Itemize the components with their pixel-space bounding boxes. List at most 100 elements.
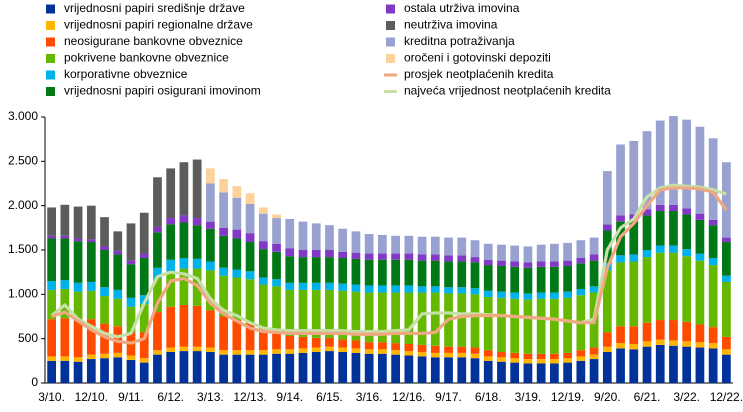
bar-segment: [338, 339, 348, 348]
bar-segment: [695, 324, 705, 343]
bar-segment: [708, 348, 718, 383]
bar-segment: [589, 286, 599, 293]
y-tick-label: 1.000: [8, 287, 38, 301]
bar-segment: [682, 119, 692, 209]
bar-segment: [206, 351, 215, 383]
bar-segment: [708, 219, 718, 226]
bar-segment: [192, 351, 202, 383]
bar-segment: [510, 245, 520, 262]
bar-segment: [589, 354, 599, 360]
bar-segment: [139, 253, 149, 258]
bar-segment: [602, 224, 612, 231]
y-tick-label: 500: [18, 331, 38, 345]
bar-segment: [272, 243, 281, 252]
bar-segment: [126, 264, 136, 298]
bar-segment: [153, 312, 162, 351]
bar-segment: [708, 138, 718, 220]
bar-segment: [536, 292, 546, 299]
bar-segment: [669, 252, 678, 321]
bar-segment: [126, 260, 136, 265]
bar-segment: [338, 228, 348, 252]
bar-segment: [417, 351, 427, 357]
bar-segment: [113, 231, 123, 251]
bar-segment: [86, 359, 96, 383]
bar-segment: [232, 269, 242, 278]
bar-segment: [86, 242, 96, 282]
legend-marker: [46, 4, 55, 14]
bar-segment: [139, 358, 149, 363]
legend-marker: [386, 54, 395, 63]
legend-marker: [386, 4, 395, 14]
bar-segment: [245, 350, 255, 355]
bar-segment: [351, 231, 361, 253]
bar-segment: [589, 347, 599, 355]
legend-label: pokrivene bankovne obveznice: [64, 51, 229, 65]
bar-segment: [457, 357, 467, 383]
bar-segment: [417, 292, 427, 345]
legend-label: neosigurane bankovne obveznice: [64, 34, 243, 48]
bar-segment: [550, 298, 559, 354]
bar-segment: [483, 360, 493, 383]
bar-segment: [351, 352, 361, 383]
bar-segment: [655, 339, 665, 345]
bar-segment: [47, 238, 56, 282]
bar-segment: [232, 320, 242, 351]
bar-segment: [206, 228, 215, 262]
bar-segment: [708, 327, 718, 344]
bar-segment: [272, 279, 281, 287]
bar-segment: [682, 341, 692, 347]
bar-segment: [298, 250, 308, 258]
bar-segment: [258, 328, 268, 351]
bar-segment: [126, 355, 136, 360]
bar-segment: [206, 270, 215, 311]
bar-segment: [139, 304, 149, 333]
bar-segment: [444, 357, 453, 383]
bar-segment: [669, 345, 678, 383]
bar-segment: [73, 357, 83, 362]
bar-segment: [642, 209, 652, 216]
bar-segment: [682, 256, 692, 322]
bar-segment: [722, 162, 731, 238]
bar-segment: [245, 354, 255, 383]
bar-segment: [364, 349, 374, 354]
bar-segment: [192, 305, 202, 347]
bar-segment: [655, 245, 665, 253]
bar-segment: [258, 284, 268, 329]
bar-segment: [404, 292, 414, 344]
bar-segment: [391, 292, 400, 344]
bar-segment: [232, 197, 242, 230]
bar-segment: [166, 271, 176, 307]
bar-segment: [510, 261, 520, 267]
bar-segment: [523, 299, 533, 354]
bar-segment: [550, 266, 559, 293]
bar-segment: [669, 204, 678, 211]
legend-label: vrijednosni papiri regionalne države: [64, 18, 253, 32]
bar-segment: [47, 360, 56, 383]
bar-segment: [258, 213, 268, 242]
x-tick-label: 9/11.: [118, 390, 144, 404]
bar-segment: [219, 179, 228, 193]
bar-segment: [722, 336, 731, 350]
x-tick-label: 12/19.: [551, 390, 584, 404]
bar-segment: [139, 257, 149, 296]
bar-segment: [563, 260, 572, 266]
bar-segment: [325, 282, 334, 290]
bar-segment: [325, 351, 334, 383]
bar-segment: [523, 293, 533, 300]
bar-segment: [444, 261, 453, 288]
bar-segment: [192, 258, 202, 269]
bar-segment: [272, 349, 281, 354]
bar-segment: [60, 318, 70, 357]
bar-segment: [669, 210, 678, 246]
bar-segment: [708, 343, 718, 349]
bar-segment: [378, 349, 387, 354]
bar-segment: [682, 321, 692, 342]
bar-segment: [272, 353, 281, 383]
bar-segment: [655, 320, 665, 340]
bar-segment: [391, 253, 400, 260]
bar-segment: [179, 351, 189, 383]
bar-segment: [550, 363, 559, 383]
bar-segment: [206, 261, 215, 271]
bar-segment: [417, 356, 427, 383]
bar-segment: [576, 350, 586, 357]
